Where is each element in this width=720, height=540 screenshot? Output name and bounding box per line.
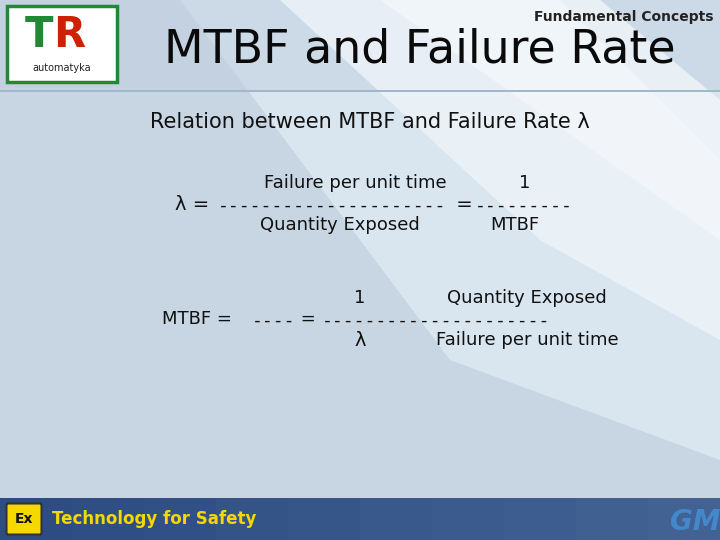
Bar xyxy=(504,498,576,540)
Text: ---------: --------- xyxy=(475,197,573,215)
Bar xyxy=(288,498,360,540)
Text: Failure per unit time: Failure per unit time xyxy=(264,174,446,192)
Bar xyxy=(360,498,432,540)
Bar xyxy=(432,498,504,540)
Text: R: R xyxy=(53,14,85,56)
Text: 1: 1 xyxy=(354,289,366,307)
Bar xyxy=(72,498,144,540)
Bar xyxy=(144,498,216,540)
Text: MTBF and Failure Rate: MTBF and Failure Rate xyxy=(164,28,676,72)
Bar xyxy=(216,498,288,540)
Bar xyxy=(648,498,720,540)
Text: Quantity Exposed: Quantity Exposed xyxy=(260,216,420,234)
Text: Failure per unit time: Failure per unit time xyxy=(436,331,618,349)
Bar xyxy=(0,498,72,540)
Text: Fundamental Concepts: Fundamental Concepts xyxy=(534,10,713,24)
Text: Ex: Ex xyxy=(14,512,33,526)
Polygon shape xyxy=(180,0,720,460)
Text: Quantity Exposed: Quantity Exposed xyxy=(447,289,607,307)
Text: =: = xyxy=(295,310,322,328)
Text: ---------------------: --------------------- xyxy=(322,312,550,330)
FancyBboxPatch shape xyxy=(6,503,42,535)
Text: MTBF: MTBF xyxy=(490,216,539,234)
Text: 1: 1 xyxy=(519,174,531,192)
Bar xyxy=(0,90,720,92)
Text: λ =: λ = xyxy=(175,194,215,213)
Bar xyxy=(0,498,720,540)
Bar xyxy=(7,6,117,82)
Text: T: T xyxy=(24,14,53,56)
Bar xyxy=(0,0,720,90)
Text: =: = xyxy=(450,194,479,213)
Text: Technology for Safety: Technology for Safety xyxy=(52,510,256,528)
Text: MTBF =: MTBF = xyxy=(162,310,238,328)
Text: Relation between MTBF and Failure Rate λ: Relation between MTBF and Failure Rate λ xyxy=(150,112,590,132)
Polygon shape xyxy=(280,0,720,340)
Text: λ: λ xyxy=(354,330,366,349)
Text: GM: GM xyxy=(670,508,720,536)
Bar xyxy=(576,498,648,540)
Text: ---------------------: --------------------- xyxy=(218,197,446,215)
Polygon shape xyxy=(380,0,720,240)
Bar xyxy=(7,6,117,82)
Text: ----: ---- xyxy=(252,312,295,330)
Text: automatyka: automatyka xyxy=(32,63,91,73)
